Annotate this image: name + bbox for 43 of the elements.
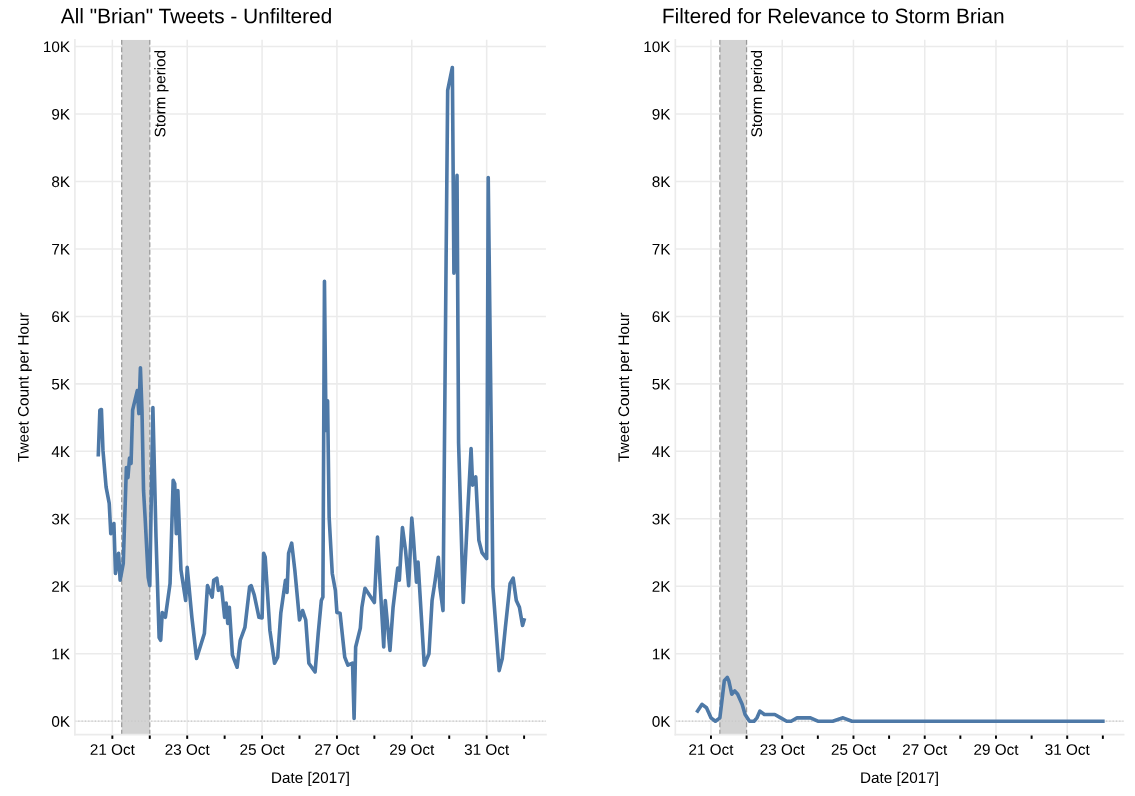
- y-tick-label: 5K: [652, 378, 671, 390]
- y-tick-label: 8K: [52, 176, 70, 188]
- y-axis-title: Tweet Count per Hour: [618, 312, 633, 462]
- x-axis-title: Date [2017]: [272, 771, 349, 787]
- y-tick-label: 0K: [51, 716, 70, 727]
- y-tick-label: 4K: [652, 446, 671, 457]
- band-label: Storm period: [750, 50, 766, 137]
- x-tick-label: 23 Oct: [760, 744, 805, 755]
- y-tick-label: 9K: [52, 108, 70, 120]
- y-tick-label: 7K: [652, 243, 671, 255]
- y-tick-label: 2K: [652, 581, 671, 592]
- y-axis-title: Tweet Count per Hour: [17, 312, 32, 462]
- x-tick-label: 29 Oct: [974, 744, 1019, 755]
- x-tick-label: 29 Oct: [390, 744, 435, 755]
- x-tick-label: 31 Oct: [464, 744, 510, 755]
- x-tick-label: 27 Oct: [902, 744, 948, 755]
- x-tick-label: 23 Oct: [165, 744, 210, 755]
- y-tick-label: 6K: [52, 311, 70, 323]
- x-tick-label: 25 Oct: [240, 744, 285, 755]
- y-tick-label: 10K: [644, 41, 671, 53]
- chart-title: All "Brian" Tweets - Unfiltered: [60, 8, 331, 24]
- chart-title: Filtered for Relevance to Storm Brian: [663, 8, 1004, 24]
- x-tick-label: 31 Oct: [1045, 744, 1090, 755]
- y-tick-label: 2K: [52, 581, 70, 592]
- y-tick-label: 0K: [652, 716, 671, 727]
- y-tick-label: 1K: [652, 648, 671, 660]
- x-tick-label: 27 Oct: [315, 744, 360, 755]
- y-tick-label: 4K: [51, 446, 70, 457]
- band-label: Storm period: [154, 50, 169, 137]
- y-tick-label: 5K: [51, 378, 70, 390]
- y-tick-label: 3K: [652, 513, 671, 525]
- y-tick-label: 8K: [652, 176, 671, 188]
- y-tick-label: 9K: [652, 108, 671, 120]
- y-tick-label: 10K: [44, 41, 70, 53]
- x-tick-label: 21 Oct: [689, 744, 734, 755]
- line-series: [695, 675, 1105, 724]
- x-axis-title: Date [2017]: [861, 771, 938, 787]
- x-tick-label: 25 Oct: [831, 744, 876, 755]
- x-tick-label: 21 Oct: [90, 744, 135, 755]
- y-tick-label: 1K: [52, 648, 70, 660]
- y-tick-label: 7K: [52, 243, 70, 255]
- y-tick-label: 3K: [51, 513, 70, 525]
- y-tick-label: 6K: [652, 311, 671, 323]
